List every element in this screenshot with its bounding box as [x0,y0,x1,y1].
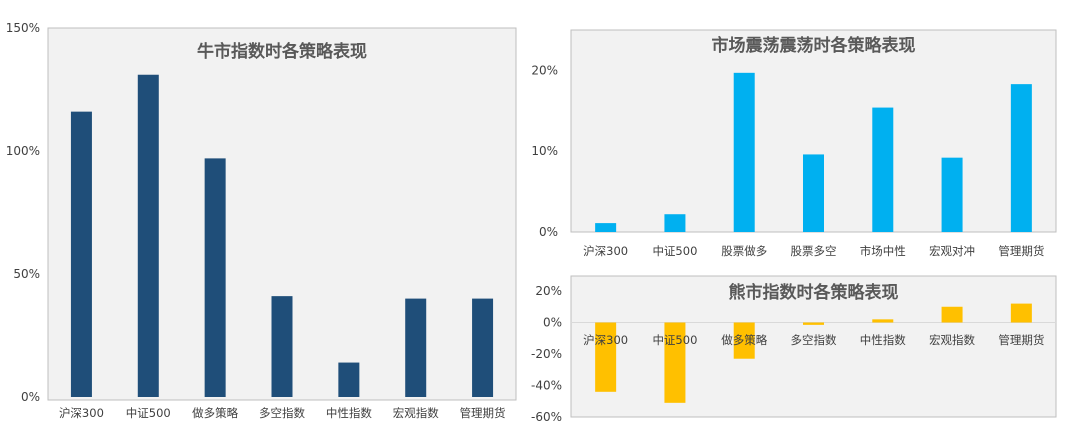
bar [405,298,427,397]
x-tick-label: 市场中性 [860,244,906,258]
chart-title: 熊市指数时各策略表现 [729,282,899,303]
chart-2: 市场震荡震荡时各策略表现 0% 10% 20% 沪深300 中证500 股票做多 股票多空 市场… [531,29,1057,258]
x-tick-label: 中证500 [652,333,697,347]
x-tick-label: 管理期货 [998,333,1044,347]
bar [204,158,226,397]
bar [803,154,824,232]
chart-title: 牛市指数时各策略表现 [197,41,367,62]
x-tick-label: 股票做多 [721,244,767,258]
x-tick-label: 沪深300 [583,244,628,258]
bar [872,107,894,232]
chart-3: 熊市指数时各策略表现 -60% -40% -20% 0% 20% 沪深300 中证500 做多策… [531,275,1057,424]
x-tick-label: 管理期货 [998,244,1044,258]
bar [271,296,293,397]
bar [1010,84,1032,232]
x-tick-label: 中性指数 [326,406,372,420]
bar [803,322,824,325]
x-tick-label: 中证500 [126,406,171,420]
x-tick-label: 宏观指数 [393,406,439,420]
y-tick-label: -40% [531,379,562,393]
bar [733,322,755,359]
bar [664,214,686,232]
x-tick-label: 沪深300 [59,406,104,420]
bar [941,157,963,232]
x-tick-label: 多空指数 [791,333,837,347]
bar [137,74,159,398]
bar [733,72,755,232]
chart-1: 牛市指数时各策略表现 0% 50% 100% 150% 沪深300 中证500 做多策略 多空指… [6,21,517,420]
chart-title: 市场震荡震荡时各策略表现 [712,35,916,56]
y-tick-label: 100% [6,144,40,158]
y-tick-label: 0% [543,316,562,330]
x-tick-label: 沪深300 [583,333,628,347]
bar [595,223,617,232]
bar [338,362,360,397]
bar [70,111,92,397]
y-tick-label: 0% [21,390,40,404]
x-tick-label: 中证500 [652,244,697,258]
y-tick-label: -20% [531,347,562,361]
y-tick-label: 0% [539,225,558,239]
x-tick-label: 宏观对冲 [929,244,975,258]
bar [872,319,894,323]
x-tick-label: 股票多空 [791,244,837,258]
x-tick-label: 多空指数 [259,406,305,420]
y-tick-label: 150% [6,21,40,35]
x-tick-label: 做多策略 [721,333,767,347]
bar [1010,303,1032,323]
bar [941,306,963,323]
y-tick-label: 10% [531,144,558,158]
y-tick-label: 20% [535,284,562,298]
bar [595,322,617,392]
plot-area [570,275,1057,418]
bar [472,298,494,397]
x-tick-label: 做多策略 [192,406,238,420]
y-tick-label: -60% [531,410,562,424]
bar [664,322,686,403]
x-tick-label: 管理期货 [460,406,506,420]
x-tick-label: 宏观指数 [929,333,975,347]
y-tick-label: 50% [13,267,40,281]
x-tick-label: 中性指数 [860,333,906,347]
y-tick-label: 20% [531,63,558,77]
